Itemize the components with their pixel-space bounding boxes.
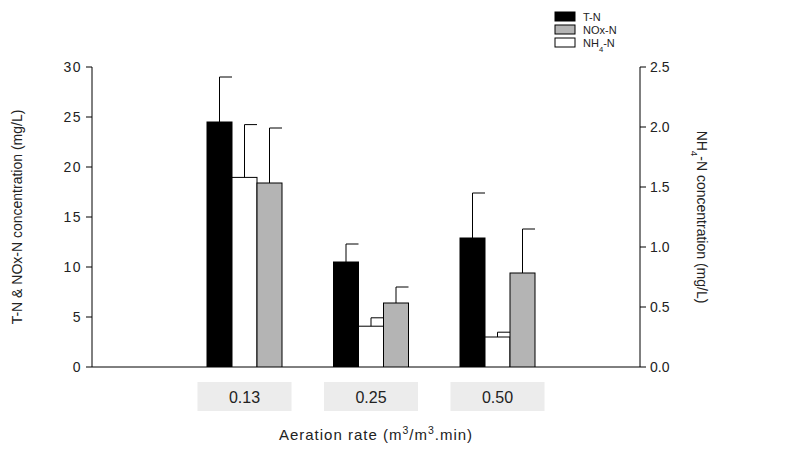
error-bar xyxy=(245,125,258,178)
error-bar xyxy=(523,229,536,273)
x-tick-label: 0.13 xyxy=(229,389,260,406)
y2-tick xyxy=(640,247,646,248)
x-tick-label: 0.25 xyxy=(355,389,386,406)
y2-tick xyxy=(640,367,646,368)
legend: T-NNOx-NNH4-N xyxy=(555,11,617,54)
y-tick-label: 25 xyxy=(63,109,82,125)
legend-label: NOx-N xyxy=(583,24,617,36)
y2-axis xyxy=(640,67,641,367)
chart: 0 5 10 15 20 25 30 0.0 0.5 1.0 1.5 2.0 2.5 0.13 0.25 0.… xyxy=(0,0,809,449)
y-axis-label: T-N & NOx-N concentration (mg/L) xyxy=(9,110,25,325)
legend-swatch xyxy=(555,12,575,21)
error-bar xyxy=(270,128,283,183)
bar xyxy=(207,122,232,367)
bar xyxy=(232,177,257,367)
error-bar xyxy=(498,332,511,337)
y2-tick-label: 1.5 xyxy=(650,179,670,195)
bar xyxy=(510,273,535,367)
y-tick-label: 10 xyxy=(63,259,82,275)
y-tick xyxy=(86,267,92,268)
y2-tick-label: 0.0 xyxy=(650,359,670,375)
x-axis-label: Aeration rate (m3/m3.min) xyxy=(279,424,473,443)
legend-swatch xyxy=(555,25,575,34)
error-bar xyxy=(220,77,233,122)
bar xyxy=(359,326,384,367)
error-bar xyxy=(346,244,359,262)
x-tick-label: 0.50 xyxy=(482,389,513,406)
y2-axis-label: NH4-N concentration (mg/L) xyxy=(690,131,711,304)
y-tick-label: 30 xyxy=(63,59,82,75)
bars xyxy=(207,77,535,367)
y-tick-label: 0 xyxy=(73,359,82,375)
y2-tick xyxy=(640,307,646,308)
y2-tick-label: 0.5 xyxy=(650,299,670,315)
category-box xyxy=(324,382,418,411)
error-bar xyxy=(473,193,486,238)
y2-tick-label: 1.0 xyxy=(650,239,670,255)
legend-swatch xyxy=(555,38,575,47)
y-tick xyxy=(86,117,92,118)
y2-tick-label: 2.5 xyxy=(650,59,670,75)
y2-tick xyxy=(640,187,646,188)
bar xyxy=(485,337,510,367)
legend-label: NH4-N xyxy=(583,37,615,54)
y2-tick xyxy=(640,67,646,68)
bar xyxy=(384,303,409,367)
error-bar xyxy=(396,287,409,303)
y2-tick xyxy=(640,127,646,128)
legend-label: T-N xyxy=(583,11,601,23)
y-tick-label: 5 xyxy=(73,309,82,325)
error-bar xyxy=(371,318,384,326)
y2-tick-label: 2.0 xyxy=(650,119,670,135)
y-tick xyxy=(86,317,92,318)
category-box xyxy=(451,382,545,411)
bar xyxy=(460,238,485,367)
y-tick xyxy=(86,67,92,68)
category-box xyxy=(198,382,292,411)
y-tick xyxy=(86,367,92,368)
y-tick-label: 15 xyxy=(63,209,82,225)
y-tick-label: 20 xyxy=(63,159,82,175)
bar xyxy=(334,262,359,367)
y-tick xyxy=(86,217,92,218)
bar xyxy=(257,183,282,367)
y-tick xyxy=(86,167,92,168)
